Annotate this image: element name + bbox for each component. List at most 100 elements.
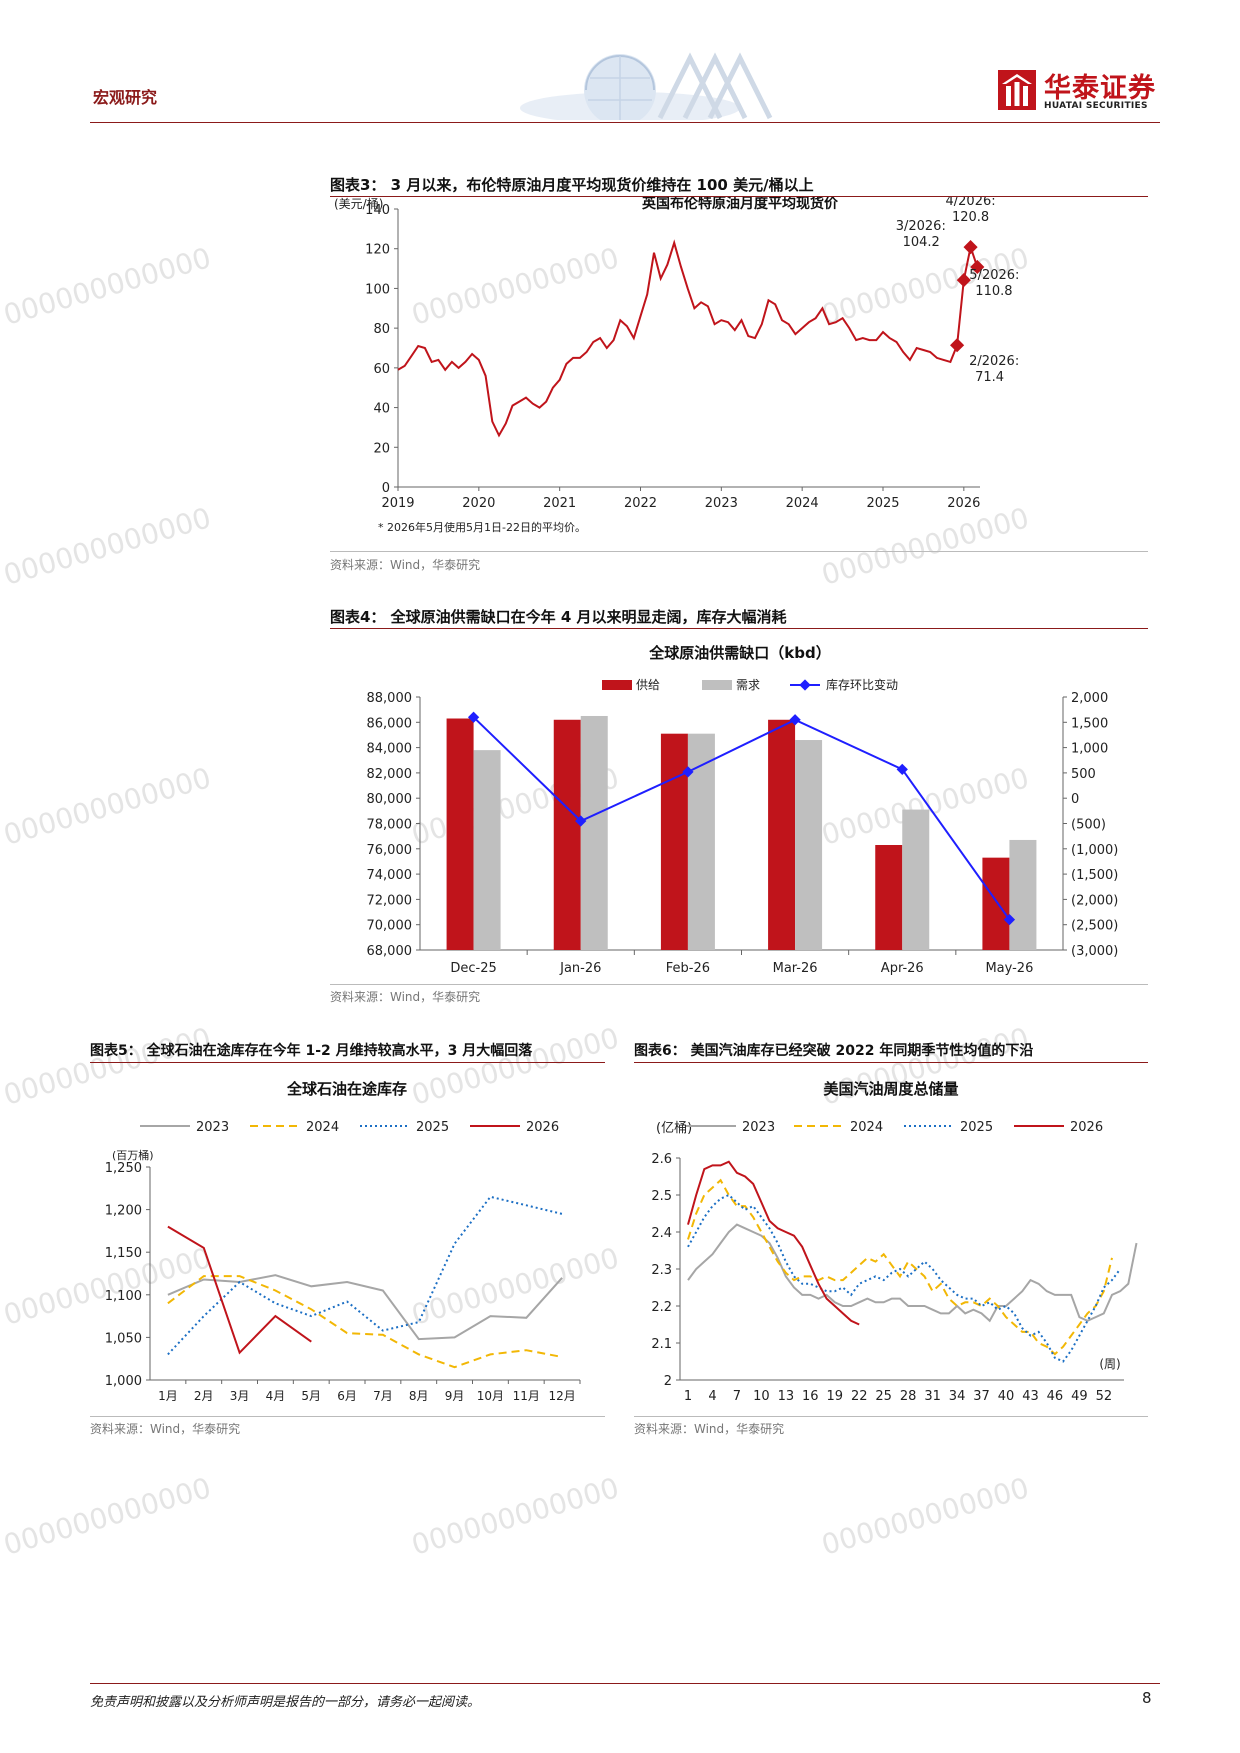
inventory-change-point	[1003, 913, 1016, 926]
x-tick-label: 4月	[266, 1389, 286, 1403]
highlight-label: 2/2026:	[969, 354, 1019, 369]
watermark: 000000000000	[0, 1471, 215, 1562]
figure5-title: 图表5： 全球石油在途库存在今年 1-2 月维持较高水平，3 月大幅回落	[90, 1040, 532, 1060]
bar-demand	[473, 750, 501, 950]
y-tick-label-left: 88,000	[367, 691, 413, 706]
y-tick-label-left: 86,000	[367, 716, 413, 731]
figure3-caption: 3 月以来，布伦特原油月度平均现货价维持在 100 美元/桶以上	[390, 176, 814, 194]
x-tick-label: 16	[802, 1389, 819, 1404]
x-tick-label: 46	[1047, 1389, 1064, 1404]
y-tick-label-left: 84,000	[367, 742, 413, 757]
bar-supply	[446, 718, 474, 950]
y-axis-unit: (美元/桶)	[334, 197, 383, 211]
bar-demand	[1009, 839, 1037, 950]
x-axis-unit: (周)	[1099, 1357, 1120, 1371]
figure4-rule	[330, 628, 1148, 629]
x-tick-label: Dec-25	[450, 961, 496, 976]
y-tick-label-right: 0	[1071, 792, 1079, 807]
y-axis-unit: (亿桶)	[656, 1121, 692, 1136]
y-tick-label-right: (3,000)	[1071, 944, 1118, 959]
x-tick-label: 1月	[158, 1389, 178, 1403]
y-tick-label: 1,200	[105, 1204, 142, 1219]
legend-label-2026: 2026	[526, 1120, 559, 1135]
x-tick-label: 7	[733, 1389, 741, 1404]
watermark: 000000000000	[0, 501, 215, 592]
x-tick-label: 34	[949, 1389, 966, 1404]
chart-title: 美国汽油周度总储量	[823, 1080, 958, 1098]
y-tick-label: 60	[373, 362, 390, 377]
x-tick-label: 2026	[947, 496, 980, 511]
y-tick-label-right: (2,000)	[1071, 893, 1118, 908]
figure5-chart: 全球石油在途库存 2023 2024 2025 2026 (百万桶) 1,000 1,050 1…	[105, 1080, 581, 1403]
bar-supply	[982, 857, 1010, 950]
figure6-source: 资料来源：Wind，华泰研究	[634, 1422, 785, 1436]
legend-label-2023: 2023	[742, 1120, 775, 1135]
figure4-caption: 全球原油供需缺口在今年 4 月以来明显走阔，库存大幅消耗	[390, 608, 787, 626]
bar-supply	[553, 719, 581, 950]
figure4-source-rule	[330, 984, 1148, 985]
y-tick-label-right: 1,000	[1071, 742, 1108, 757]
figure3-source-rule	[330, 551, 1148, 552]
x-tick-label: 40	[998, 1389, 1015, 1404]
chart-title: 全球原油供需缺口（kbd）	[648, 644, 830, 662]
y-tick-label-right: 2,000	[1071, 691, 1108, 706]
watermark: 000000000000	[0, 241, 215, 332]
x-tick-label: 2020	[462, 496, 495, 511]
y-tick-label: 100	[365, 282, 390, 297]
inventory-change-point	[896, 763, 908, 776]
figure3-source: 资料来源：Wind，华泰研究	[330, 558, 481, 572]
figure5-label: 图表5：	[90, 1043, 142, 1059]
y-tick-label: 1,050	[105, 1331, 142, 1346]
footer-rule	[90, 1683, 1160, 1684]
watermark: 000000000000	[408, 1471, 623, 1562]
y-tick-label-left: 72,000	[367, 893, 413, 908]
x-tick-label: 2025	[866, 496, 899, 511]
highlight-point	[963, 240, 978, 255]
highlight-point	[956, 273, 971, 288]
y-tick-label: 2	[664, 1374, 672, 1389]
x-tick-label: 49	[1071, 1389, 1088, 1404]
legend-label-demand: 需求	[736, 678, 760, 692]
bar-supply	[768, 719, 796, 950]
figure6-caption: 美国汽油库存已经突破 2022 年同期季节性均值的下沿	[690, 1043, 1034, 1059]
series-line-2024	[167, 1275, 563, 1369]
brand-name-en: HUATAI SECURITIES	[1044, 101, 1148, 111]
y-tick-label: 2.4	[651, 1226, 672, 1241]
bar-supply	[875, 845, 903, 950]
x-tick-label: 2024	[786, 496, 819, 511]
x-tick-label: 12月	[548, 1389, 575, 1403]
highlight-label: 3/2026:	[896, 219, 946, 234]
inventory-change-line	[472, 716, 1011, 921]
y-tick-label: 140	[365, 203, 390, 218]
highlight-value: 120.8	[952, 210, 989, 225]
header-rule	[90, 122, 1160, 123]
x-tick-label: 5月	[301, 1389, 321, 1403]
figure6-label: 图表6：	[634, 1043, 686, 1059]
y-tick-label: 120	[365, 243, 390, 258]
legend-label-2023: 2023	[196, 1120, 229, 1135]
highlight-label: 4/2026:	[946, 197, 996, 209]
figure5-caption: 全球石油在途库存在今年 1-2 月维持较高水平，3 月大幅回落	[146, 1043, 533, 1059]
legend-swatch-supply	[602, 680, 632, 690]
brent-price-line	[397, 239, 979, 438]
y-tick-label-right: 1,500	[1071, 716, 1108, 731]
header-decoration	[520, 52, 773, 120]
y-tick-label-left: 82,000	[367, 767, 413, 782]
x-tick-label: Jan-26	[559, 961, 601, 976]
y-tick-label-left: 80,000	[367, 792, 413, 807]
x-tick-label: 9月	[445, 1389, 465, 1403]
y-tick-label: 1,250	[105, 1161, 142, 1176]
legend-label-supply: 供给	[636, 678, 660, 692]
y-tick-label: 2.6	[651, 1152, 672, 1167]
figure6-title: 图表6： 美国汽油库存已经突破 2022 年同期季节性均值的下沿	[634, 1040, 1033, 1060]
y-tick-label-left: 70,000	[367, 919, 413, 934]
footer-disclaimer: 免责声明和披露以及分析师声明是报告的一部分，请务必一起阅读。	[90, 1695, 481, 1710]
x-tick-label: 10	[753, 1389, 770, 1404]
x-tick-label: 4	[708, 1389, 716, 1404]
y-tick-label: 0	[382, 481, 390, 496]
y-tick-label: 2.3	[651, 1263, 672, 1278]
highlight-value: 104.2	[903, 235, 940, 250]
bar-demand	[902, 809, 930, 950]
x-tick-label: 2023	[705, 496, 738, 511]
x-tick-label: 2022	[624, 496, 657, 511]
